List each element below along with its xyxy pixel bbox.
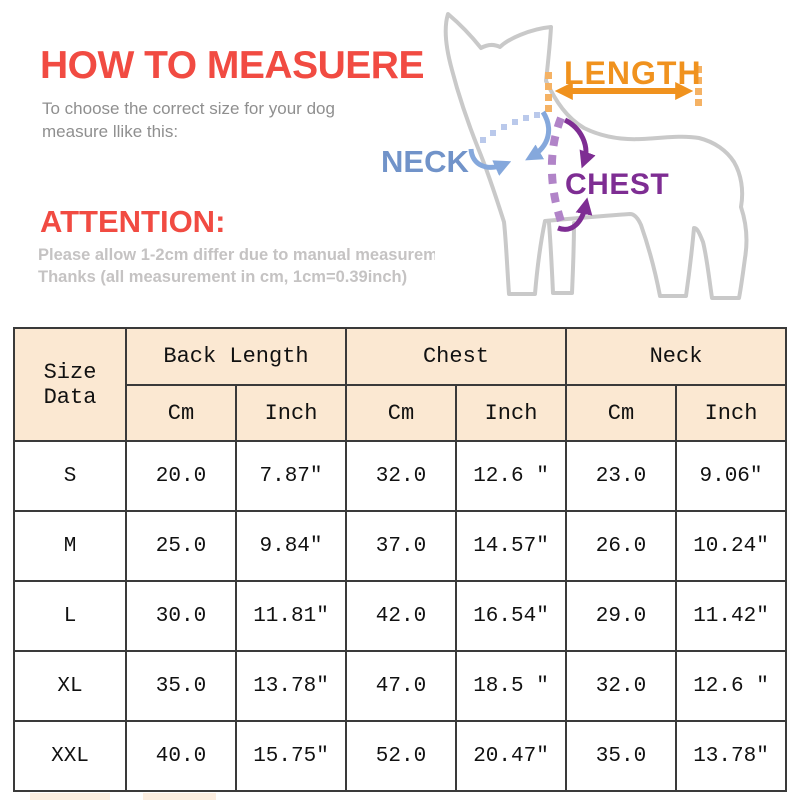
size-label: XXL <box>13 720 127 792</box>
value-cell: 37.0 <box>345 510 457 582</box>
unit-header-back-inch: Inch <box>235 384 347 442</box>
value-cell: 16.54″ <box>455 580 567 652</box>
value-cell: 12.6 ″ <box>675 650 787 722</box>
dog-outline-drawing <box>443 12 749 300</box>
unit-header-chest-cm: Cm <box>345 384 457 442</box>
group-header-chest: Chest <box>345 327 567 386</box>
chest-label: CHEST <box>565 168 669 201</box>
attention-note-line1: Please allow 1-2cm differ due to manual … <box>38 246 435 264</box>
value-cell: 14.57″ <box>455 510 567 582</box>
value-cell: 25.0 <box>125 510 237 582</box>
cropped-next-row-fragment <box>30 793 110 800</box>
value-cell: 29.0 <box>565 580 677 652</box>
size-data-corner-cell: Size Data <box>13 327 127 442</box>
table-row-xxl: XXL 40.0 15.75″ 52.0 20.47″ 35.0 13.78″ <box>13 720 787 792</box>
value-cell: 7.87″ <box>235 440 347 512</box>
value-cell: 35.0 <box>125 650 237 722</box>
neck-arrow-large <box>525 110 552 161</box>
value-cell: 32.0 <box>345 440 457 512</box>
value-cell: 52.0 <box>345 720 457 792</box>
dog-body-outline <box>443 12 749 300</box>
attention-note: Please allow 1-2cm differ due to manual … <box>38 245 435 288</box>
value-cell: 26.0 <box>565 510 677 582</box>
value-cell: 32.0 <box>565 650 677 722</box>
guide-subtitle-line1: To choose the correct size for your dog <box>42 99 335 118</box>
unit-header-neck-cm: Cm <box>565 384 677 442</box>
table-row-l: L 30.0 11.81″ 42.0 16.54″ 29.0 11.42″ <box>13 580 787 652</box>
size-label: M <box>13 510 127 582</box>
value-cell: 42.0 <box>345 580 457 652</box>
guide-subtitle: To choose the correct size for your dog … <box>42 97 335 143</box>
length-dotted-line-right <box>695 66 702 106</box>
attention-note-line2: Thanks (all measurement in cm, 1cm=0.39i… <box>38 267 408 286</box>
size-label: S <box>13 440 127 512</box>
value-cell: 12.6 ″ <box>455 440 567 512</box>
guide-subtitle-line2: measure llike this: <box>42 122 179 141</box>
value-cell: 18.5 ″ <box>455 650 567 722</box>
value-cell: 40.0 <box>125 720 237 792</box>
value-cell: 30.0 <box>125 580 237 652</box>
value-cell: 13.78″ <box>675 720 787 792</box>
neck-label: NECK <box>381 144 469 179</box>
unit-header-neck-inch: Inch <box>675 384 787 442</box>
value-cell: 11.81″ <box>235 580 347 652</box>
value-cell: 15.75″ <box>235 720 347 792</box>
page-title: HOW TO MEASUERE <box>40 44 424 87</box>
value-cell: 35.0 <box>565 720 677 792</box>
neck-dotted-line <box>480 112 540 143</box>
size-label: XL <box>13 650 127 722</box>
table-row-m: M 25.0 9.84″ 37.0 14.57″ 26.0 10.24″ <box>13 510 787 582</box>
size-label: L <box>13 580 127 652</box>
table-row-s: S 20.0 7.87″ 32.0 12.6 ″ 23.0 9.06″ <box>13 440 787 512</box>
attention-title: ATTENTION: <box>40 204 226 239</box>
value-cell: 9.06″ <box>675 440 787 512</box>
value-cell: 20.47″ <box>455 720 567 792</box>
value-cell: 47.0 <box>345 650 457 722</box>
group-header-back-length: Back Length <box>125 327 347 386</box>
length-label: LENGTH <box>564 55 702 91</box>
value-cell: 11.42″ <box>675 580 787 652</box>
value-cell: 9.84″ <box>235 510 347 582</box>
value-cell: 20.0 <box>125 440 237 512</box>
neck-arrow-small <box>468 148 512 176</box>
dog-measure-diagram: LENGTH NECK CHEST <box>381 12 749 300</box>
unit-header-back-cm: Cm <box>125 384 237 442</box>
chest-arrow-top <box>563 117 596 169</box>
chest-dashed-line <box>547 116 567 229</box>
size-table: Size Data Back Length Chest Neck Cm Inch… <box>13 327 787 792</box>
dog-far-front-leg <box>547 221 576 295</box>
value-cell: 13.78″ <box>235 650 347 722</box>
value-cell: 23.0 <box>565 440 677 512</box>
chest-arrow-bottom <box>557 197 593 232</box>
value-cell: 10.24″ <box>675 510 787 582</box>
cropped-next-row-fragment <box>143 793 216 800</box>
table-row-xl: XL 35.0 13.78″ 47.0 18.5 ″ 32.0 12.6 ″ <box>13 650 787 722</box>
group-header-neck: Neck <box>565 327 787 386</box>
unit-header-chest-inch: Inch <box>455 384 567 442</box>
length-dotted-line-left <box>545 72 552 112</box>
